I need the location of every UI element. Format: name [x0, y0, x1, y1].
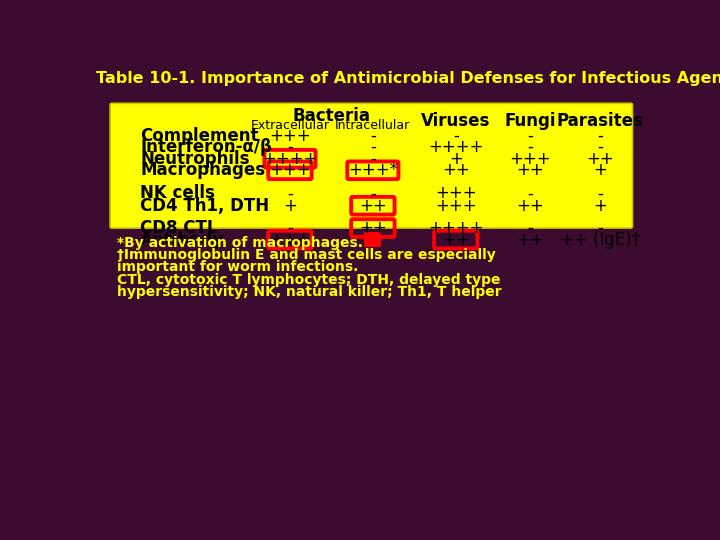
Text: -: -	[527, 138, 533, 156]
Text: hypersensitivity; NK, natural killer; Th1, T helper: hypersensitivity; NK, natural killer; Th…	[117, 285, 502, 299]
Text: -: -	[287, 138, 293, 156]
Text: ++: ++	[442, 161, 469, 179]
Text: ++: ++	[516, 161, 544, 179]
Text: Parasites: Parasites	[557, 112, 644, 130]
Text: -: -	[597, 184, 603, 202]
Text: *By activation of macrophages.: *By activation of macrophages.	[117, 236, 363, 249]
Text: †Immunoglobulin E and mast cells are especially: †Immunoglobulin E and mast cells are esp…	[117, 248, 496, 262]
Text: +: +	[283, 197, 297, 215]
Text: Complement: Complement	[140, 127, 259, 145]
Text: -: -	[287, 219, 293, 237]
FancyBboxPatch shape	[364, 232, 382, 247]
Text: +: +	[593, 197, 607, 215]
Text: -: -	[370, 138, 376, 156]
Text: -: -	[370, 184, 376, 202]
Text: Bacteria: Bacteria	[292, 106, 370, 125]
Text: ++ (IgE)†: ++ (IgE)†	[560, 231, 640, 248]
Text: +++: +++	[435, 184, 477, 202]
Text: Antibody: Antibody	[140, 231, 225, 248]
Text: Neutrophils: Neutrophils	[140, 150, 250, 168]
Text: ++: ++	[516, 231, 544, 248]
Text: Intracellular: Intracellular	[336, 119, 410, 132]
Text: -: -	[597, 127, 603, 145]
Text: NK cells: NK cells	[140, 184, 215, 202]
Text: ++++: ++++	[428, 138, 484, 156]
Text: +++*: +++*	[348, 161, 398, 179]
Text: +++: +++	[269, 127, 311, 145]
Text: ++: ++	[586, 150, 614, 168]
Text: Table 10-1. Importance of Antimicrobial Defenses for Infectious Agents: Table 10-1. Importance of Antimicrobial …	[96, 71, 720, 86]
Text: ++++: ++++	[428, 219, 484, 237]
Text: +: +	[449, 150, 463, 168]
Text: -: -	[287, 184, 293, 202]
Text: Viruses: Viruses	[421, 112, 490, 130]
Text: ++: ++	[516, 197, 544, 215]
Text: +++: +++	[269, 161, 311, 179]
Text: -: -	[527, 219, 533, 237]
Text: -: -	[370, 127, 376, 145]
Text: CD8 CTL: CD8 CTL	[140, 219, 218, 237]
Text: Fungi: Fungi	[505, 112, 556, 130]
Text: ++: ++	[442, 231, 469, 248]
Text: -: -	[453, 127, 459, 145]
Text: Extracellular: Extracellular	[251, 119, 330, 132]
Text: ++: ++	[359, 219, 387, 237]
Text: ++: ++	[359, 197, 387, 215]
Text: +: +	[593, 161, 607, 179]
Text: Macrophages: Macrophages	[140, 161, 266, 179]
FancyBboxPatch shape	[110, 103, 632, 228]
Text: CD4 Th1, DTH: CD4 Th1, DTH	[140, 197, 269, 215]
Text: Interferon-α/β: Interferon-α/β	[140, 138, 272, 156]
Text: +++: +++	[269, 231, 311, 248]
Text: -: -	[527, 127, 533, 145]
Text: important for worm infections.: important for worm infections.	[117, 260, 359, 274]
Text: -: -	[597, 138, 603, 156]
Text: -: -	[527, 184, 533, 202]
Text: +++: +++	[435, 197, 477, 215]
Text: ++++: ++++	[262, 150, 318, 168]
Text: -: -	[370, 150, 376, 168]
Text: -: -	[597, 219, 603, 237]
Text: +++: +++	[509, 150, 551, 168]
Text: CTL, cytotoxic T lymphocytes; DTH, delayed type: CTL, cytotoxic T lymphocytes; DTH, delay…	[117, 273, 500, 287]
